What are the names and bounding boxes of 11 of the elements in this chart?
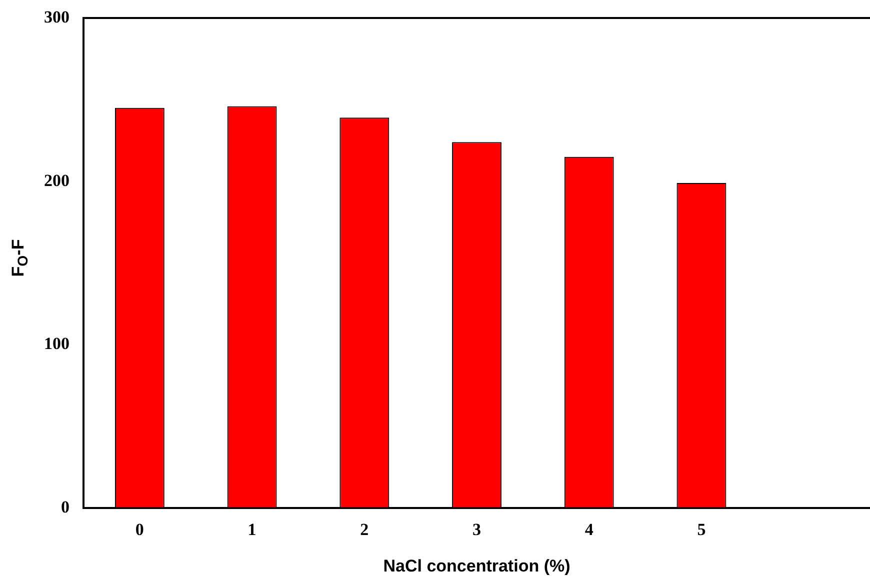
x-axis-title: NaCl concentration (%) [383,556,570,576]
y-tick-label: 0 [61,498,70,517]
y-tick-label: 300 [44,7,70,26]
x-tick-label: 5 [697,520,706,539]
y-tick-label: 100 [44,334,70,354]
x-tick-label: 0 [135,520,144,539]
y-tick-label: 200 [44,170,70,190]
x-tick-label: 3 [472,520,481,539]
x-tick-label: 4 [584,520,594,539]
x-tick-label: 1 [248,520,256,539]
x-tick-label: 2 [360,520,369,539]
